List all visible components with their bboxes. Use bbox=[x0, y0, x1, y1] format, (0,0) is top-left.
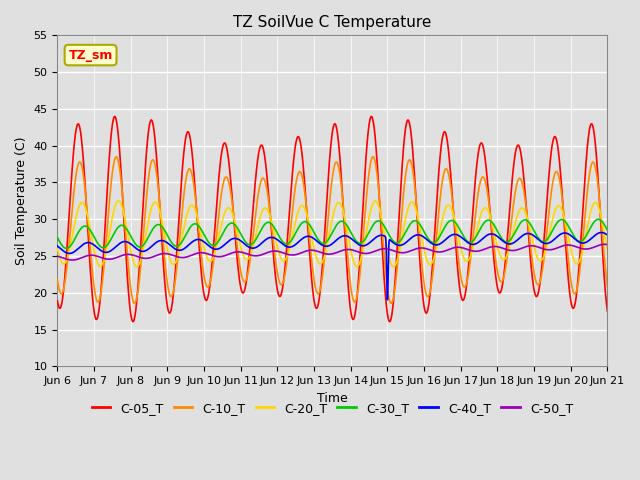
X-axis label: Time: Time bbox=[317, 392, 348, 405]
Y-axis label: Soil Temperature (C): Soil Temperature (C) bbox=[15, 137, 28, 265]
Legend: C-05_T, C-10_T, C-20_T, C-30_T, C-40_T, C-50_T: C-05_T, C-10_T, C-20_T, C-30_T, C-40_T, … bbox=[86, 396, 578, 420]
Title: TZ SoilVue C Temperature: TZ SoilVue C Temperature bbox=[233, 15, 431, 30]
Text: TZ_sm: TZ_sm bbox=[68, 48, 113, 61]
